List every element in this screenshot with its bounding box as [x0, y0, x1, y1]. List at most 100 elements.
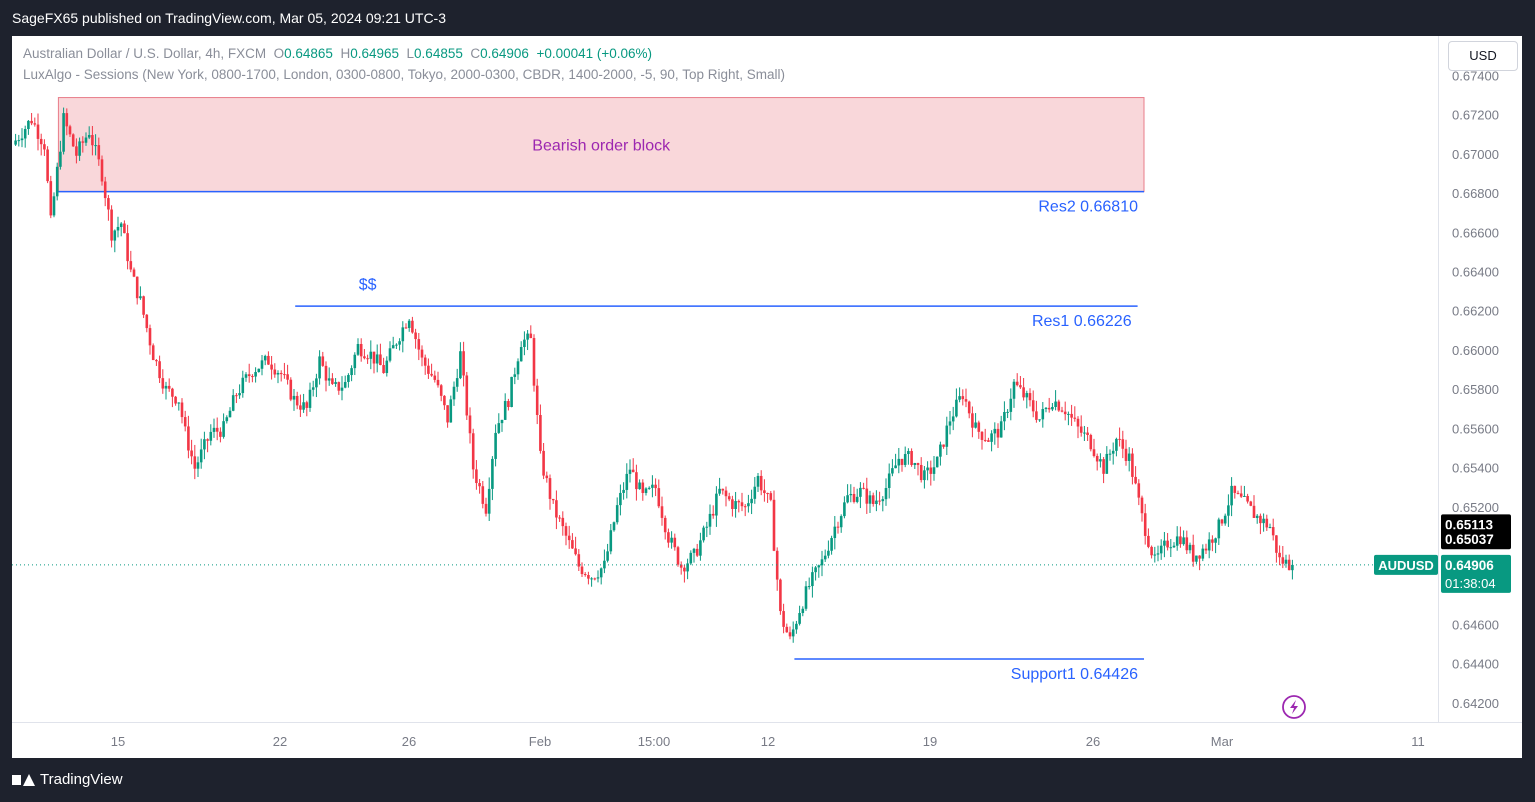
candle [1060, 406, 1064, 413]
candle [782, 603, 785, 634]
candle [254, 367, 257, 383]
candle-body [503, 401, 507, 420]
candle [855, 488, 859, 504]
currency-button[interactable]: USD [1448, 41, 1518, 71]
candle [558, 515, 561, 522]
candle-body [65, 113, 69, 127]
candle [113, 229, 117, 253]
candle-body [1201, 548, 1205, 559]
candle-body [132, 269, 136, 277]
candle-body [571, 540, 574, 549]
candle [811, 566, 814, 598]
candle-body [1223, 515, 1227, 524]
candle [1179, 526, 1182, 548]
candle [900, 458, 904, 472]
candle [1054, 390, 1057, 411]
candle [603, 549, 606, 574]
candle [830, 535, 833, 555]
chart-panel[interactable]: 0.67400 0.67200 0.67000 0.66800 0.66600 0.664… [12, 36, 1522, 758]
candle [391, 336, 395, 349]
candle [196, 456, 200, 477]
candle [1147, 528, 1150, 549]
candle-body [1278, 552, 1281, 558]
candle [142, 295, 145, 319]
candle [190, 439, 193, 465]
candle [535, 378, 539, 425]
candle [164, 381, 168, 400]
candle [436, 371, 440, 388]
candle [711, 505, 715, 519]
candle [926, 461, 929, 481]
candle-body [932, 467, 936, 474]
candle-body [667, 532, 670, 543]
candle-body [289, 379, 293, 400]
candle [1035, 400, 1038, 423]
candle [891, 459, 894, 477]
candle-body [587, 575, 590, 579]
candle-body [347, 375, 350, 382]
candle [177, 402, 181, 411]
candle [606, 543, 609, 563]
candle [519, 341, 523, 362]
price-chart[interactable]: 0.67400 0.67200 0.67000 0.66800 0.66600 0.664… [12, 36, 1522, 758]
last-price-box [1441, 554, 1511, 593]
candle [1070, 404, 1073, 426]
candle [897, 447, 901, 474]
candle [1265, 514, 1269, 531]
candle [596, 570, 600, 583]
candle-body [1188, 544, 1192, 551]
y-tick-label: 0.64600 [1452, 617, 1499, 632]
candle-body [270, 364, 273, 370]
candle-body [948, 421, 952, 426]
candle-body [139, 296, 142, 299]
candle-body [75, 146, 78, 156]
candle-body [638, 482, 641, 490]
candle [1047, 397, 1051, 413]
candle-body [359, 343, 363, 357]
candle [561, 511, 565, 536]
candle [820, 550, 824, 577]
candle-body [433, 375, 437, 380]
candle [145, 314, 149, 333]
candle-body [1159, 545, 1163, 554]
candle-body [1191, 544, 1195, 562]
candle [612, 521, 616, 532]
candle [107, 194, 110, 221]
candle-body [340, 387, 344, 391]
candle-body [926, 467, 929, 471]
candle-body [919, 464, 923, 481]
candle [676, 545, 680, 567]
candle [564, 522, 568, 546]
candle [43, 139, 46, 156]
candle-body [71, 134, 75, 147]
candle [353, 352, 357, 376]
candle-body [1060, 410, 1064, 412]
candle [993, 422, 997, 445]
candle-body [158, 361, 161, 379]
candle [14, 133, 17, 146]
candle-body [1108, 453, 1112, 455]
candle-body [1156, 553, 1160, 555]
candle [635, 464, 638, 501]
y-tick-label: 0.65200 [1452, 500, 1499, 515]
candle [923, 466, 926, 489]
candle-body [494, 432, 497, 459]
candle [839, 514, 843, 533]
candle-body [673, 537, 677, 548]
candle-body [1092, 449, 1096, 456]
y-tick-label: 0.66400 [1452, 265, 1499, 280]
candle [295, 391, 299, 410]
candle [916, 462, 920, 476]
candle [369, 340, 373, 370]
candle [87, 126, 91, 140]
candle [798, 605, 801, 626]
candle-body [1143, 513, 1147, 536]
candle [859, 482, 862, 509]
candle [225, 415, 229, 424]
candle-body [414, 332, 417, 340]
candle-body [1118, 438, 1121, 440]
candle-body [379, 354, 382, 366]
candle-body [1217, 519, 1221, 539]
candle [433, 370, 437, 383]
candle [1003, 401, 1006, 431]
